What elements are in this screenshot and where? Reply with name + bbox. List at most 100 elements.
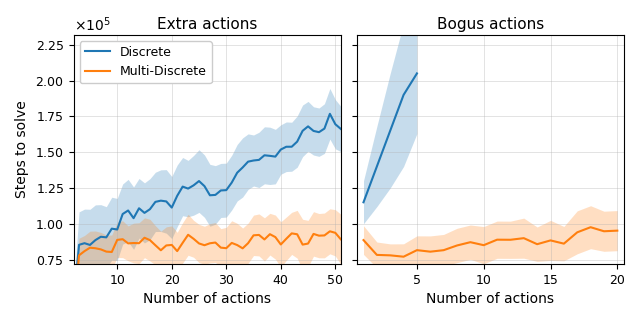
Multi-Discrete (321, 234, 328, 237)
Multi-Discrete (157, 248, 164, 252)
Multi-Discrete (135, 241, 143, 245)
Discrete (124, 209, 132, 212)
Multi-Discrete (189, 237, 197, 241)
Multi-Discrete (206, 241, 214, 245)
Discrete (108, 227, 116, 231)
Multi-Discrete (124, 241, 132, 245)
Discrete (152, 200, 159, 204)
Multi-Discrete (260, 238, 268, 241)
Multi-Discrete (146, 238, 154, 242)
Multi-Discrete (130, 241, 138, 245)
Multi-Discrete (141, 236, 148, 240)
Multi-Discrete (234, 243, 241, 247)
Discrete (282, 145, 290, 149)
Discrete (130, 216, 138, 220)
Discrete (195, 179, 203, 183)
Multi-Discrete (163, 244, 170, 247)
Discrete (310, 129, 317, 133)
Discrete (163, 199, 170, 203)
Multi-Discrete (212, 240, 220, 244)
Discrete (86, 243, 94, 247)
Discrete (113, 228, 121, 231)
Multi-Discrete (223, 246, 230, 250)
Multi-Discrete (310, 232, 317, 236)
Multi-Discrete (293, 232, 301, 236)
Discrete (250, 159, 257, 162)
Discrete (223, 188, 230, 192)
Discrete (326, 112, 333, 116)
Title: Bogus actions: Bogus actions (436, 17, 544, 32)
X-axis label: Number of actions: Number of actions (426, 292, 554, 306)
Multi-Discrete (282, 237, 290, 241)
Multi-Discrete (271, 235, 279, 239)
Discrete (200, 184, 208, 188)
Discrete (288, 145, 296, 149)
Discrete (97, 235, 105, 239)
Multi-Discrete (244, 241, 252, 245)
Multi-Discrete (200, 243, 208, 247)
Discrete (173, 194, 181, 198)
Multi-Discrete (86, 246, 94, 250)
Discrete (81, 241, 88, 245)
Multi-Discrete (81, 249, 88, 253)
Discrete (255, 158, 263, 162)
Multi-Discrete (168, 243, 175, 247)
Multi-Discrete (304, 242, 312, 246)
Multi-Discrete (228, 241, 236, 245)
Multi-Discrete (288, 232, 296, 235)
Discrete (266, 154, 274, 158)
Discrete (168, 206, 175, 210)
Multi-Discrete (70, 310, 77, 313)
Multi-Discrete (239, 246, 246, 250)
Discrete (179, 185, 186, 189)
Discrete (212, 193, 220, 197)
X-axis label: Number of actions: Number of actions (143, 292, 271, 306)
Multi-Discrete (195, 241, 203, 245)
Discrete (271, 155, 279, 159)
Discrete (102, 235, 110, 239)
Discrete (184, 187, 192, 191)
Discrete (217, 189, 225, 192)
Multi-Discrete (315, 234, 323, 238)
Legend: Discrete, Multi-Discrete: Discrete, Multi-Discrete (80, 41, 212, 83)
Multi-Discrete (299, 243, 307, 246)
Discrete (92, 238, 99, 242)
Discrete (321, 127, 328, 131)
Multi-Discrete (332, 231, 339, 235)
Discrete (119, 212, 127, 216)
Multi-Discrete (326, 229, 333, 233)
Multi-Discrete (184, 233, 192, 237)
Discrete (260, 153, 268, 157)
Multi-Discrete (108, 250, 116, 254)
Line: Discrete: Discrete (74, 114, 340, 304)
Multi-Discrete (179, 241, 186, 245)
Discrete (146, 207, 154, 211)
Multi-Discrete (250, 234, 257, 237)
Discrete (234, 171, 241, 175)
Multi-Discrete (113, 238, 121, 242)
Multi-Discrete (152, 243, 159, 247)
Discrete (76, 243, 83, 247)
Multi-Discrete (119, 237, 127, 241)
Multi-Discrete (266, 232, 274, 236)
Discrete (244, 160, 252, 164)
Discrete (206, 193, 214, 197)
Y-axis label: Steps to solve: Steps to solve (15, 100, 29, 198)
Discrete (337, 127, 344, 131)
Discrete (315, 130, 323, 134)
Discrete (277, 148, 285, 151)
Multi-Discrete (76, 253, 83, 257)
Multi-Discrete (337, 237, 344, 241)
Discrete (70, 302, 77, 306)
Discrete (299, 129, 307, 133)
Discrete (228, 181, 236, 185)
Discrete (332, 122, 339, 126)
Discrete (304, 125, 312, 128)
Discrete (293, 140, 301, 143)
Discrete (135, 206, 143, 210)
Multi-Discrete (92, 246, 99, 250)
Discrete (239, 166, 246, 169)
Multi-Discrete (102, 250, 110, 253)
Title: Extra actions: Extra actions (157, 17, 257, 32)
Discrete (189, 184, 197, 187)
